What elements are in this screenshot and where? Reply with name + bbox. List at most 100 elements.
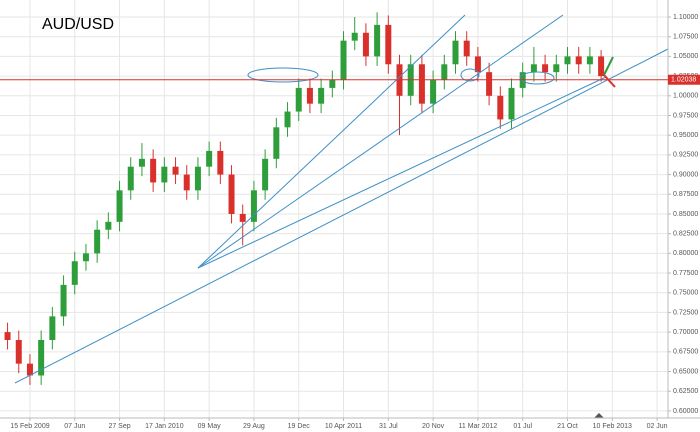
y-tick-label: 0.90000: [673, 171, 698, 178]
candle-body: [575, 56, 582, 65]
x-tick-label: 10 Feb 2013: [593, 423, 632, 430]
x-tick-label: 10 Apr 2011: [325, 423, 362, 430]
x-tick-label: 29 Aug: [243, 423, 265, 430]
arrow-up: [603, 56, 614, 76]
candle-body: [250, 190, 257, 222]
candle-body: [239, 213, 246, 222]
candle-body: [508, 87, 515, 120]
candle-body: [306, 87, 313, 104]
candle-body: [340, 40, 347, 81]
x-tick-label: 17 Jan 2010: [145, 423, 184, 430]
candle-body: [385, 24, 392, 65]
x-tick-label: 21 Oct: [557, 423, 578, 430]
y-tick-label: 1.07500: [673, 34, 698, 41]
x-tick-label: 31 Jul: [379, 423, 398, 430]
y-tick-label: 0.60000: [673, 408, 698, 415]
x-tick-label: 27 Sep: [108, 423, 130, 430]
candle-body: [116, 190, 123, 222]
y-tick-label: 0.82500: [673, 231, 698, 238]
y-tick-label: 0.80000: [673, 250, 698, 257]
candle-body: [183, 174, 190, 191]
candle-body: [49, 316, 56, 341]
candle-body: [94, 229, 101, 254]
candle-body: [138, 158, 145, 167]
candle-body: [161, 166, 168, 183]
candle-body: [530, 64, 537, 73]
candle-body: [474, 56, 481, 73]
y-tick-label: 1.10000: [673, 14, 698, 21]
y-tick-label: 0.67500: [673, 349, 698, 356]
candle-body: [542, 64, 549, 73]
trendline: [197, 14, 466, 269]
candle-body: [497, 95, 504, 120]
y-tick-label: 0.95000: [673, 132, 698, 139]
y-tick-label: 0.87500: [673, 191, 698, 198]
y-tick-label: 1.05000: [673, 53, 698, 60]
candle-body: [206, 150, 213, 167]
candle-body: [598, 56, 605, 77]
candle-body: [430, 80, 437, 104]
candle-body: [284, 111, 291, 128]
chart-title: AUD/USD: [42, 16, 114, 33]
y-tick-label: 0.85000: [673, 211, 698, 218]
candle-body: [329, 80, 336, 88]
y-tick-label: 0.65000: [673, 368, 698, 375]
trendline: [197, 76, 607, 269]
x-tick-label: 20 Nov: [422, 423, 445, 430]
x-tick-label: 07 Jun: [64, 423, 85, 430]
y-tick-label: 0.75000: [673, 290, 698, 297]
candle-body: [127, 166, 134, 191]
x-tick-label: 11 Mar 2012: [459, 423, 498, 430]
y-tick-label: 1.00000: [673, 93, 698, 100]
candle-body: [273, 127, 280, 159]
x-tick-label: 19 Dec: [288, 423, 311, 430]
y-tick-label: 0.72500: [673, 309, 698, 316]
y-tick-label: 0.77500: [673, 270, 698, 277]
x-tick-label: 09 May: [198, 423, 221, 430]
candle-body: [553, 64, 560, 73]
candle-body: [26, 363, 33, 376]
candle-body: [4, 332, 11, 341]
x-tick-label: 02 Jun: [647, 423, 668, 430]
candle-body: [362, 32, 369, 57]
last-price-box: [668, 74, 700, 85]
y-tick-label: 0.97500: [673, 112, 698, 119]
candle-body: [82, 253, 89, 262]
candle-body: [262, 158, 269, 191]
y-tick-label: 0.62500: [673, 388, 698, 395]
highlight-ellipse: [519, 71, 555, 85]
candle-body: [217, 150, 224, 175]
candle-body: [105, 221, 112, 230]
candle-body: [586, 56, 593, 65]
x-tick-label: 01 Jul: [513, 423, 532, 430]
candle-body: [15, 340, 22, 364]
trendline: [14, 48, 669, 384]
candle-body: [452, 40, 459, 65]
candle-body: [194, 166, 201, 191]
candle-body: [38, 340, 45, 376]
candle-body: [374, 24, 381, 57]
candle-body: [441, 64, 448, 81]
candle-body: [228, 174, 235, 214]
candles: [4, 12, 605, 385]
highlight-ellipse: [460, 68, 480, 82]
y-tick-label: 0.92500: [673, 152, 698, 159]
annotations: [14, 14, 669, 418]
candle-body: [295, 87, 302, 112]
grid: [0, 0, 668, 418]
x-tick-label: 15 Feb 2009: [10, 423, 49, 430]
candle-body: [172, 166, 179, 175]
highlight-ellipse: [247, 67, 319, 83]
candle-body: [60, 284, 67, 317]
candle-body: [564, 56, 571, 65]
candle-body: [418, 64, 425, 104]
trendline: [197, 14, 564, 269]
candle-body: [463, 40, 470, 57]
candle-body: [351, 32, 358, 41]
candle-body: [71, 261, 78, 285]
last-price-label: 1.02038: [671, 77, 696, 84]
candle-body: [150, 158, 157, 183]
marker: [594, 413, 604, 418]
candle-body: [486, 72, 493, 96]
